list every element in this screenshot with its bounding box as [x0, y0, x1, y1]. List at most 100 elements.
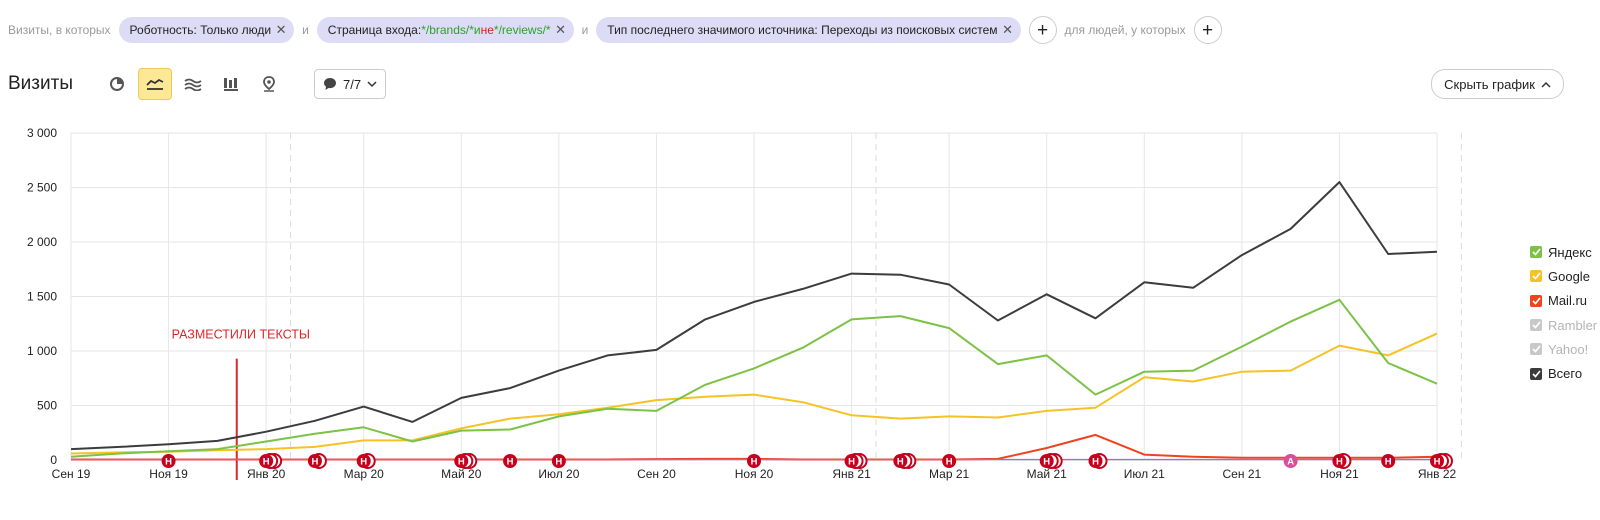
event-marker-label: Н — [507, 457, 514, 468]
hide-chart-button[interactable]: Скрыть график — [1431, 69, 1564, 99]
filter-chip-entry-page[interactable]: Страница входа: */brands/* и не */review… — [316, 17, 574, 43]
line-chart-button[interactable] — [138, 68, 172, 100]
event-marker-label: Н — [897, 457, 904, 468]
add-people-filter-button[interactable]: + — [1193, 16, 1222, 44]
event-marker-dot — [1088, 454, 1103, 468]
chart-legend: Яндекс Google Mail.ru Rambler Yahoo! Всего — [1530, 240, 1597, 386]
event-marker[interactable]: Н — [893, 453, 917, 469]
x-tick-label: Янв 21 — [832, 467, 871, 481]
checkbox-icon[interactable] — [1530, 294, 1542, 307]
chevron-up-icon — [1541, 81, 1551, 88]
notes-dropdown[interactable]: 7/7 — [314, 69, 387, 99]
legend-item[interactable]: Яндекс — [1530, 240, 1597, 264]
bar-chart-button[interactable] — [214, 68, 248, 100]
event-marker-label: Н — [458, 457, 465, 468]
legend-item[interactable]: Google — [1530, 264, 1597, 288]
event-marker[interactable]: Н — [503, 454, 518, 468]
event-marker-label: Н — [946, 457, 953, 468]
notes-count: 7/7 — [343, 76, 362, 92]
area-chart-button[interactable] — [176, 68, 210, 100]
close-icon[interactable]: ✕ — [275, 22, 287, 37]
map-button[interactable] — [252, 68, 286, 100]
event-marker[interactable]: Н — [356, 453, 376, 469]
filter-chip-source-label: Тип последнего значимого источника: Пере… — [607, 23, 998, 37]
series-line-google[interactable] — [70, 332, 1438, 455]
event-marker[interactable]: Н — [747, 454, 761, 468]
filter-chip-robots[interactable]: Роботность: Только люди ✕ — [118, 17, 295, 43]
y-tick-label: 2 500 — [27, 181, 57, 195]
close-icon[interactable]: ✕ — [555, 22, 567, 37]
event-marker[interactable]: Н — [307, 453, 327, 469]
x-tick-label: Ноя 21 — [1320, 467, 1359, 481]
legend-label: Rambler — [1548, 317, 1598, 333]
checkbox-icon[interactable] — [1530, 246, 1542, 259]
bar-chart-icon — [224, 78, 238, 91]
event-marker[interactable]: А — [1283, 454, 1298, 468]
legend-label: Mail.ru — [1548, 293, 1588, 309]
event-marker[interactable]: Н — [942, 454, 957, 468]
y-tick-label: 1 500 — [27, 290, 57, 304]
event-marker-label: Н — [1092, 457, 1099, 468]
event-marker[interactable]: Н — [1332, 453, 1352, 469]
filter-chip-entry-value-a: */brands/* — [421, 23, 474, 37]
event-marker[interactable]: Н — [1039, 453, 1063, 469]
event-marker[interactable]: Н — [454, 453, 478, 469]
event-marker-dot — [893, 454, 908, 468]
checkbox-icon[interactable] — [1530, 367, 1542, 380]
event-marker[interactable]: Н — [161, 454, 176, 468]
legend-item[interactable]: Rambler — [1530, 313, 1597, 337]
legend-label: Yahoo! — [1548, 341, 1589, 357]
filter-chip-source[interactable]: Тип последнего значимого источника: Пере… — [596, 17, 1021, 43]
chevron-down-icon — [367, 80, 377, 87]
event-marker[interactable]: Н — [1381, 454, 1396, 468]
add-filter-button[interactable]: + — [1028, 16, 1057, 44]
pie-chart-icon — [110, 77, 124, 91]
filter-chip-entry-and: и — [473, 23, 481, 37]
filter-prefix: Визиты, в которых — [8, 23, 111, 37]
event-marker-label: Н — [751, 457, 758, 468]
filter-bar: Визиты, в которых Роботность: Только люд… — [8, 16, 1222, 44]
checkbox-icon[interactable] — [1530, 343, 1542, 356]
pie-chart-button[interactable] — [100, 68, 134, 100]
event-marker-dot — [307, 454, 322, 468]
series-line-total[interactable] — [70, 181, 1438, 451]
series-line-yandex[interactable] — [70, 298, 1438, 458]
close-icon[interactable]: ✕ — [1002, 22, 1013, 37]
event-marker-dot — [161, 454, 176, 468]
event-marker-dot — [844, 454, 859, 468]
event-marker-dot — [503, 454, 518, 468]
x-axis: Сен 19 Ноя 19 Янв 20 Мар 20 Май 20 Июл 20 Сен … — [52, 467, 1457, 481]
checkbox-icon[interactable] — [1530, 319, 1542, 332]
event-marker-dot — [1430, 454, 1444, 468]
event-marker-label: Н — [263, 457, 270, 468]
x-tick-label: Ноя 19 — [149, 467, 188, 481]
legend-item[interactable]: Yahoo! — [1530, 337, 1597, 361]
filter-chip-entry-not: не — [480, 23, 494, 37]
x-tick-label: Июл 21 — [1124, 467, 1165, 481]
event-marker[interactable]: Н — [844, 453, 868, 469]
legend-item[interactable]: Mail.ru — [1530, 289, 1597, 313]
event-marker[interactable]: Н — [259, 453, 283, 469]
chart-toolbar: Визиты 7/7 — [8, 68, 387, 100]
event-marker-label: Н — [1385, 457, 1392, 468]
event-marker-label: Н — [848, 457, 855, 468]
y-tick-label: 500 — [37, 399, 57, 413]
event-marker-dot — [356, 454, 371, 468]
event-marker-dot — [551, 454, 566, 468]
event-marker-label: Н — [311, 457, 318, 468]
annotation-label: РАЗМЕСТИЛИ ТЕКСТЫ — [172, 327, 310, 341]
event-marker[interactable]: Н — [1430, 453, 1453, 469]
chart-annotation: РАЗМЕСТИЛИ ТЕКСТЫ — [172, 327, 310, 480]
legend-item[interactable]: Всего — [1530, 361, 1597, 385]
event-marker[interactable]: Н — [1088, 453, 1108, 469]
event-marker-label: Н — [360, 457, 367, 468]
event-marker-dot — [1381, 454, 1396, 468]
event-marker[interactable]: Н — [551, 454, 566, 468]
x-tick-label: Мар 20 — [344, 467, 384, 481]
map-pin-icon — [263, 76, 275, 92]
checkbox-icon[interactable] — [1530, 270, 1542, 283]
y-tick-label: 1 000 — [27, 344, 57, 358]
event-marker-label: Н — [1434, 457, 1441, 468]
event-marker-label: Н — [1043, 457, 1050, 468]
